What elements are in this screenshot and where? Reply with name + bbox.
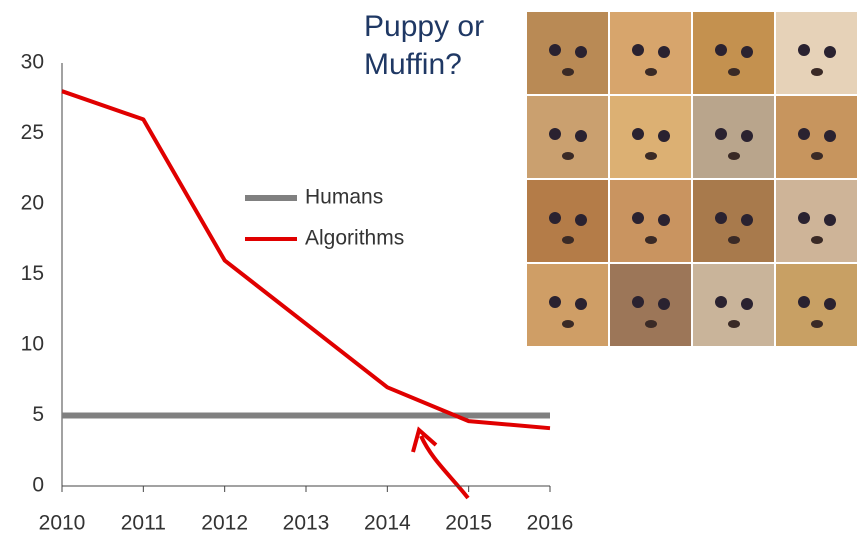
photo-detail: [741, 130, 753, 142]
chart-title: Puppy or Muffin?: [364, 8, 524, 84]
photo-detail: [632, 128, 644, 140]
photo-tile: [610, 264, 691, 346]
x-tick-label: 2016: [527, 512, 574, 535]
x-tick-label: 2015: [445, 512, 492, 535]
photo-detail: [811, 236, 823, 244]
photo-tile: [776, 12, 857, 94]
photo-detail: [715, 212, 727, 224]
photo-detail: [741, 298, 753, 310]
photo-detail: [562, 152, 574, 160]
photo-tile: [776, 180, 857, 262]
photo-detail: [715, 44, 727, 56]
y-tick-label: 25: [21, 121, 44, 144]
y-tick-label: 15: [21, 262, 44, 285]
y-tick-label: 20: [21, 192, 44, 215]
x-tick-label: 2012: [201, 512, 248, 535]
photo-detail: [549, 296, 561, 308]
photo-detail: [728, 236, 740, 244]
photo-tile: [527, 180, 608, 262]
photo-tile: [776, 96, 857, 178]
photo-detail: [632, 212, 644, 224]
y-tick-label: 5: [32, 403, 44, 426]
photo-detail: [632, 44, 644, 56]
photo-detail: [824, 214, 836, 226]
photo-grid: [527, 12, 857, 346]
photo-detail: [728, 68, 740, 76]
photo-detail: [811, 152, 823, 160]
photo-tile: [693, 12, 774, 94]
data-line: [62, 91, 550, 428]
y-tick-label: 30: [21, 51, 44, 74]
photo-detail: [728, 320, 740, 328]
photo-detail: [798, 128, 810, 140]
photo-detail: [575, 130, 587, 142]
photo-detail: [549, 128, 561, 140]
photo-detail: [811, 68, 823, 76]
photo-detail: [562, 320, 574, 328]
photo-detail: [549, 212, 561, 224]
photo-detail: [575, 214, 587, 226]
x-tick-label: 2011: [121, 512, 166, 535]
photo-tile: [693, 264, 774, 346]
photo-detail: [741, 214, 753, 226]
photo-detail: [798, 296, 810, 308]
annotation-arrow: [421, 436, 468, 498]
photo-tile: [693, 96, 774, 178]
x-tick-label: 2014: [364, 512, 411, 535]
photo-detail: [645, 320, 657, 328]
photo-tile: [693, 180, 774, 262]
photo-detail: [645, 236, 657, 244]
photo-detail: [811, 320, 823, 328]
photo-detail: [549, 44, 561, 56]
photo-tile: [610, 96, 691, 178]
legend-label: Algorithms: [305, 227, 404, 250]
photo-detail: [798, 44, 810, 56]
x-tick-label: 2010: [39, 512, 86, 535]
photo-detail: [562, 236, 574, 244]
photo-tile: [610, 180, 691, 262]
photo-detail: [824, 298, 836, 310]
photo-detail: [798, 212, 810, 224]
photo-tile: [610, 12, 691, 94]
photo-tile: [527, 96, 608, 178]
photo-detail: [658, 214, 670, 226]
page: 0 5 10 15 20 25 30 2010 2011 2012 2013 2014 2015 2016…: [0, 0, 861, 538]
photo-detail: [715, 128, 727, 140]
legend-label: Humans: [305, 186, 383, 209]
photo-tile: [776, 264, 857, 346]
photo-detail: [645, 152, 657, 160]
photo-detail: [715, 296, 727, 308]
photo-detail: [658, 46, 670, 58]
x-tick-label: 2013: [283, 512, 330, 535]
photo-detail: [741, 46, 753, 58]
photo-detail: [562, 68, 574, 76]
photo-detail: [632, 296, 644, 308]
photo-detail: [728, 152, 740, 160]
y-tick-label: 10: [21, 333, 44, 356]
photo-detail: [824, 46, 836, 58]
photo-detail: [824, 130, 836, 142]
y-tick-label: 0: [32, 474, 44, 497]
photo-tile: [527, 264, 608, 346]
photo-detail: [658, 130, 670, 142]
photo-tile: [527, 12, 608, 94]
photo-detail: [575, 298, 587, 310]
photo-detail: [645, 68, 657, 76]
photo-detail: [658, 298, 670, 310]
photo-detail: [575, 46, 587, 58]
